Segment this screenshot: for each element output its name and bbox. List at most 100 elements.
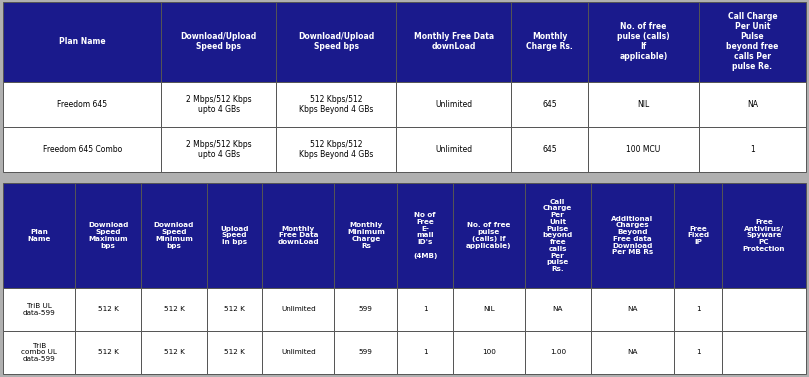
Text: No. of free
pulse
(calls) If
applicable): No. of free pulse (calls) If applicable) — [466, 222, 511, 248]
Text: 1: 1 — [423, 307, 427, 313]
Text: NA: NA — [553, 307, 563, 313]
Text: Download
Speed
Minimum
bps: Download Speed Minimum bps — [154, 222, 194, 248]
Text: 512 K: 512 K — [163, 349, 184, 356]
Bar — [591, 288, 674, 331]
Text: NA: NA — [627, 307, 637, 313]
Bar — [453, 331, 525, 374]
Bar — [334, 183, 397, 288]
Text: No. of free
pulse (calls)
If
applicable): No. of free pulse (calls) If applicable) — [617, 22, 670, 61]
Bar — [722, 183, 806, 288]
Bar — [699, 2, 806, 82]
Text: Unlimited: Unlimited — [435, 144, 472, 153]
Text: NA: NA — [747, 100, 758, 109]
Text: Free
Antivirus/
Spyware
PC
Protection: Free Antivirus/ Spyware PC Protection — [743, 219, 786, 252]
Bar — [453, 183, 525, 288]
Text: Download
Speed
Maximum
bps: Download Speed Maximum bps — [88, 222, 129, 248]
Bar — [588, 82, 699, 127]
Text: 1.00: 1.00 — [549, 349, 565, 356]
Text: 512 K: 512 K — [224, 307, 245, 313]
Bar — [525, 331, 591, 374]
Text: 512 Kbps/512
Kbps Beyond 4 GBs: 512 Kbps/512 Kbps Beyond 4 GBs — [299, 95, 374, 113]
Text: 645: 645 — [542, 144, 557, 153]
Bar — [674, 183, 722, 288]
Text: Monthly
Minimum
Charge
Rs: Monthly Minimum Charge Rs — [347, 222, 385, 248]
Text: 512 K: 512 K — [98, 307, 119, 313]
Text: 1: 1 — [750, 144, 755, 153]
Bar — [511, 127, 588, 172]
Bar — [3, 331, 75, 374]
Text: 512 K: 512 K — [98, 349, 119, 356]
Bar — [674, 288, 722, 331]
Bar — [277, 82, 396, 127]
Bar — [207, 183, 262, 288]
Bar — [699, 82, 806, 127]
Text: Additional
Charges
Beyond
Free data
Download
Per MB Rs: Additional Charges Beyond Free data Down… — [612, 216, 654, 255]
Bar — [207, 331, 262, 374]
Text: Unlimited: Unlimited — [435, 100, 472, 109]
Bar — [75, 288, 141, 331]
Text: Plan
Name: Plan Name — [28, 229, 51, 242]
Bar — [141, 183, 207, 288]
Text: 1: 1 — [696, 307, 701, 313]
Bar — [699, 127, 806, 172]
Text: NIL: NIL — [483, 307, 494, 313]
Bar — [3, 82, 161, 127]
Bar — [334, 288, 397, 331]
Text: NA: NA — [627, 349, 637, 356]
Bar — [397, 288, 453, 331]
Bar — [262, 288, 334, 331]
Text: Monthly
Free Data
downLoad: Monthly Free Data downLoad — [277, 226, 319, 245]
Bar — [262, 183, 334, 288]
Bar — [3, 183, 75, 288]
Bar — [277, 127, 396, 172]
Text: 100: 100 — [482, 349, 496, 356]
Bar — [334, 331, 397, 374]
Text: 645: 645 — [542, 100, 557, 109]
Text: Call Charge
Per Unit
Pulse
beyond free
calls Per
pulse Re.: Call Charge Per Unit Pulse beyond free c… — [726, 12, 778, 71]
Bar — [722, 288, 806, 331]
Bar — [525, 288, 591, 331]
Bar — [674, 331, 722, 374]
Bar — [3, 127, 161, 172]
Bar — [141, 331, 207, 374]
Text: Download/Upload
Speed bps: Download/Upload Speed bps — [298, 32, 375, 51]
Bar — [511, 82, 588, 127]
Text: Freedom 645: Freedom 645 — [57, 100, 108, 109]
Text: 1: 1 — [423, 349, 427, 356]
Text: Upload
Speed
in bps: Upload Speed in bps — [220, 226, 249, 245]
Text: NIL: NIL — [637, 100, 650, 109]
Bar — [722, 331, 806, 374]
Bar — [591, 331, 674, 374]
Text: TriB
combo UL
data-599: TriB combo UL data-599 — [21, 343, 57, 362]
Text: 599: 599 — [359, 307, 373, 313]
Bar — [141, 288, 207, 331]
Bar — [397, 331, 453, 374]
Text: Freedom 645 Combo: Freedom 645 Combo — [43, 144, 122, 153]
Text: Download/Upload
Speed bps: Download/Upload Speed bps — [180, 32, 257, 51]
Bar — [3, 2, 161, 82]
Bar — [161, 2, 277, 82]
Bar — [3, 288, 75, 331]
Bar — [588, 127, 699, 172]
Bar — [397, 183, 453, 288]
Bar — [161, 82, 277, 127]
Text: 512 Kbps/512
Kbps Beyond 4 GBs: 512 Kbps/512 Kbps Beyond 4 GBs — [299, 139, 374, 159]
Text: 512 K: 512 K — [224, 349, 245, 356]
Bar — [591, 183, 674, 288]
Text: TriB UL
data-599: TriB UL data-599 — [23, 303, 56, 316]
Text: Monthly
Charge Rs.: Monthly Charge Rs. — [527, 32, 573, 51]
Bar — [396, 127, 511, 172]
Text: 100 MCU: 100 MCU — [626, 144, 661, 153]
Text: 512 K: 512 K — [163, 307, 184, 313]
Bar — [75, 183, 141, 288]
Text: 2 Mbps/512 Kbps
upto 4 GBs: 2 Mbps/512 Kbps upto 4 GBs — [186, 95, 252, 113]
Bar — [75, 331, 141, 374]
Bar — [161, 127, 277, 172]
Text: Unlimited: Unlimited — [281, 349, 316, 356]
Bar — [453, 288, 525, 331]
Text: Call
Charge
Per
Unit
Pulse
beyond
free
calls
Per
pulse
Rs.: Call Charge Per Unit Pulse beyond free c… — [543, 199, 573, 272]
Text: 599: 599 — [359, 349, 373, 356]
Text: Plan Name: Plan Name — [59, 37, 105, 46]
Text: Monthly Free Data
downLoad: Monthly Free Data downLoad — [413, 32, 493, 51]
Bar — [262, 331, 334, 374]
